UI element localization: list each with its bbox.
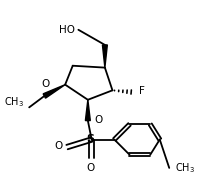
Text: O: O bbox=[54, 141, 62, 151]
Text: S: S bbox=[87, 134, 95, 144]
Text: O: O bbox=[41, 79, 49, 89]
Text: CH$_3$: CH$_3$ bbox=[4, 95, 24, 109]
Polygon shape bbox=[85, 100, 90, 121]
Polygon shape bbox=[102, 45, 107, 68]
Text: HO: HO bbox=[59, 25, 75, 35]
Polygon shape bbox=[43, 85, 65, 98]
Text: F: F bbox=[139, 86, 145, 96]
Text: O: O bbox=[95, 115, 103, 125]
Text: CH$_3$: CH$_3$ bbox=[175, 161, 195, 175]
Text: O: O bbox=[87, 163, 95, 173]
